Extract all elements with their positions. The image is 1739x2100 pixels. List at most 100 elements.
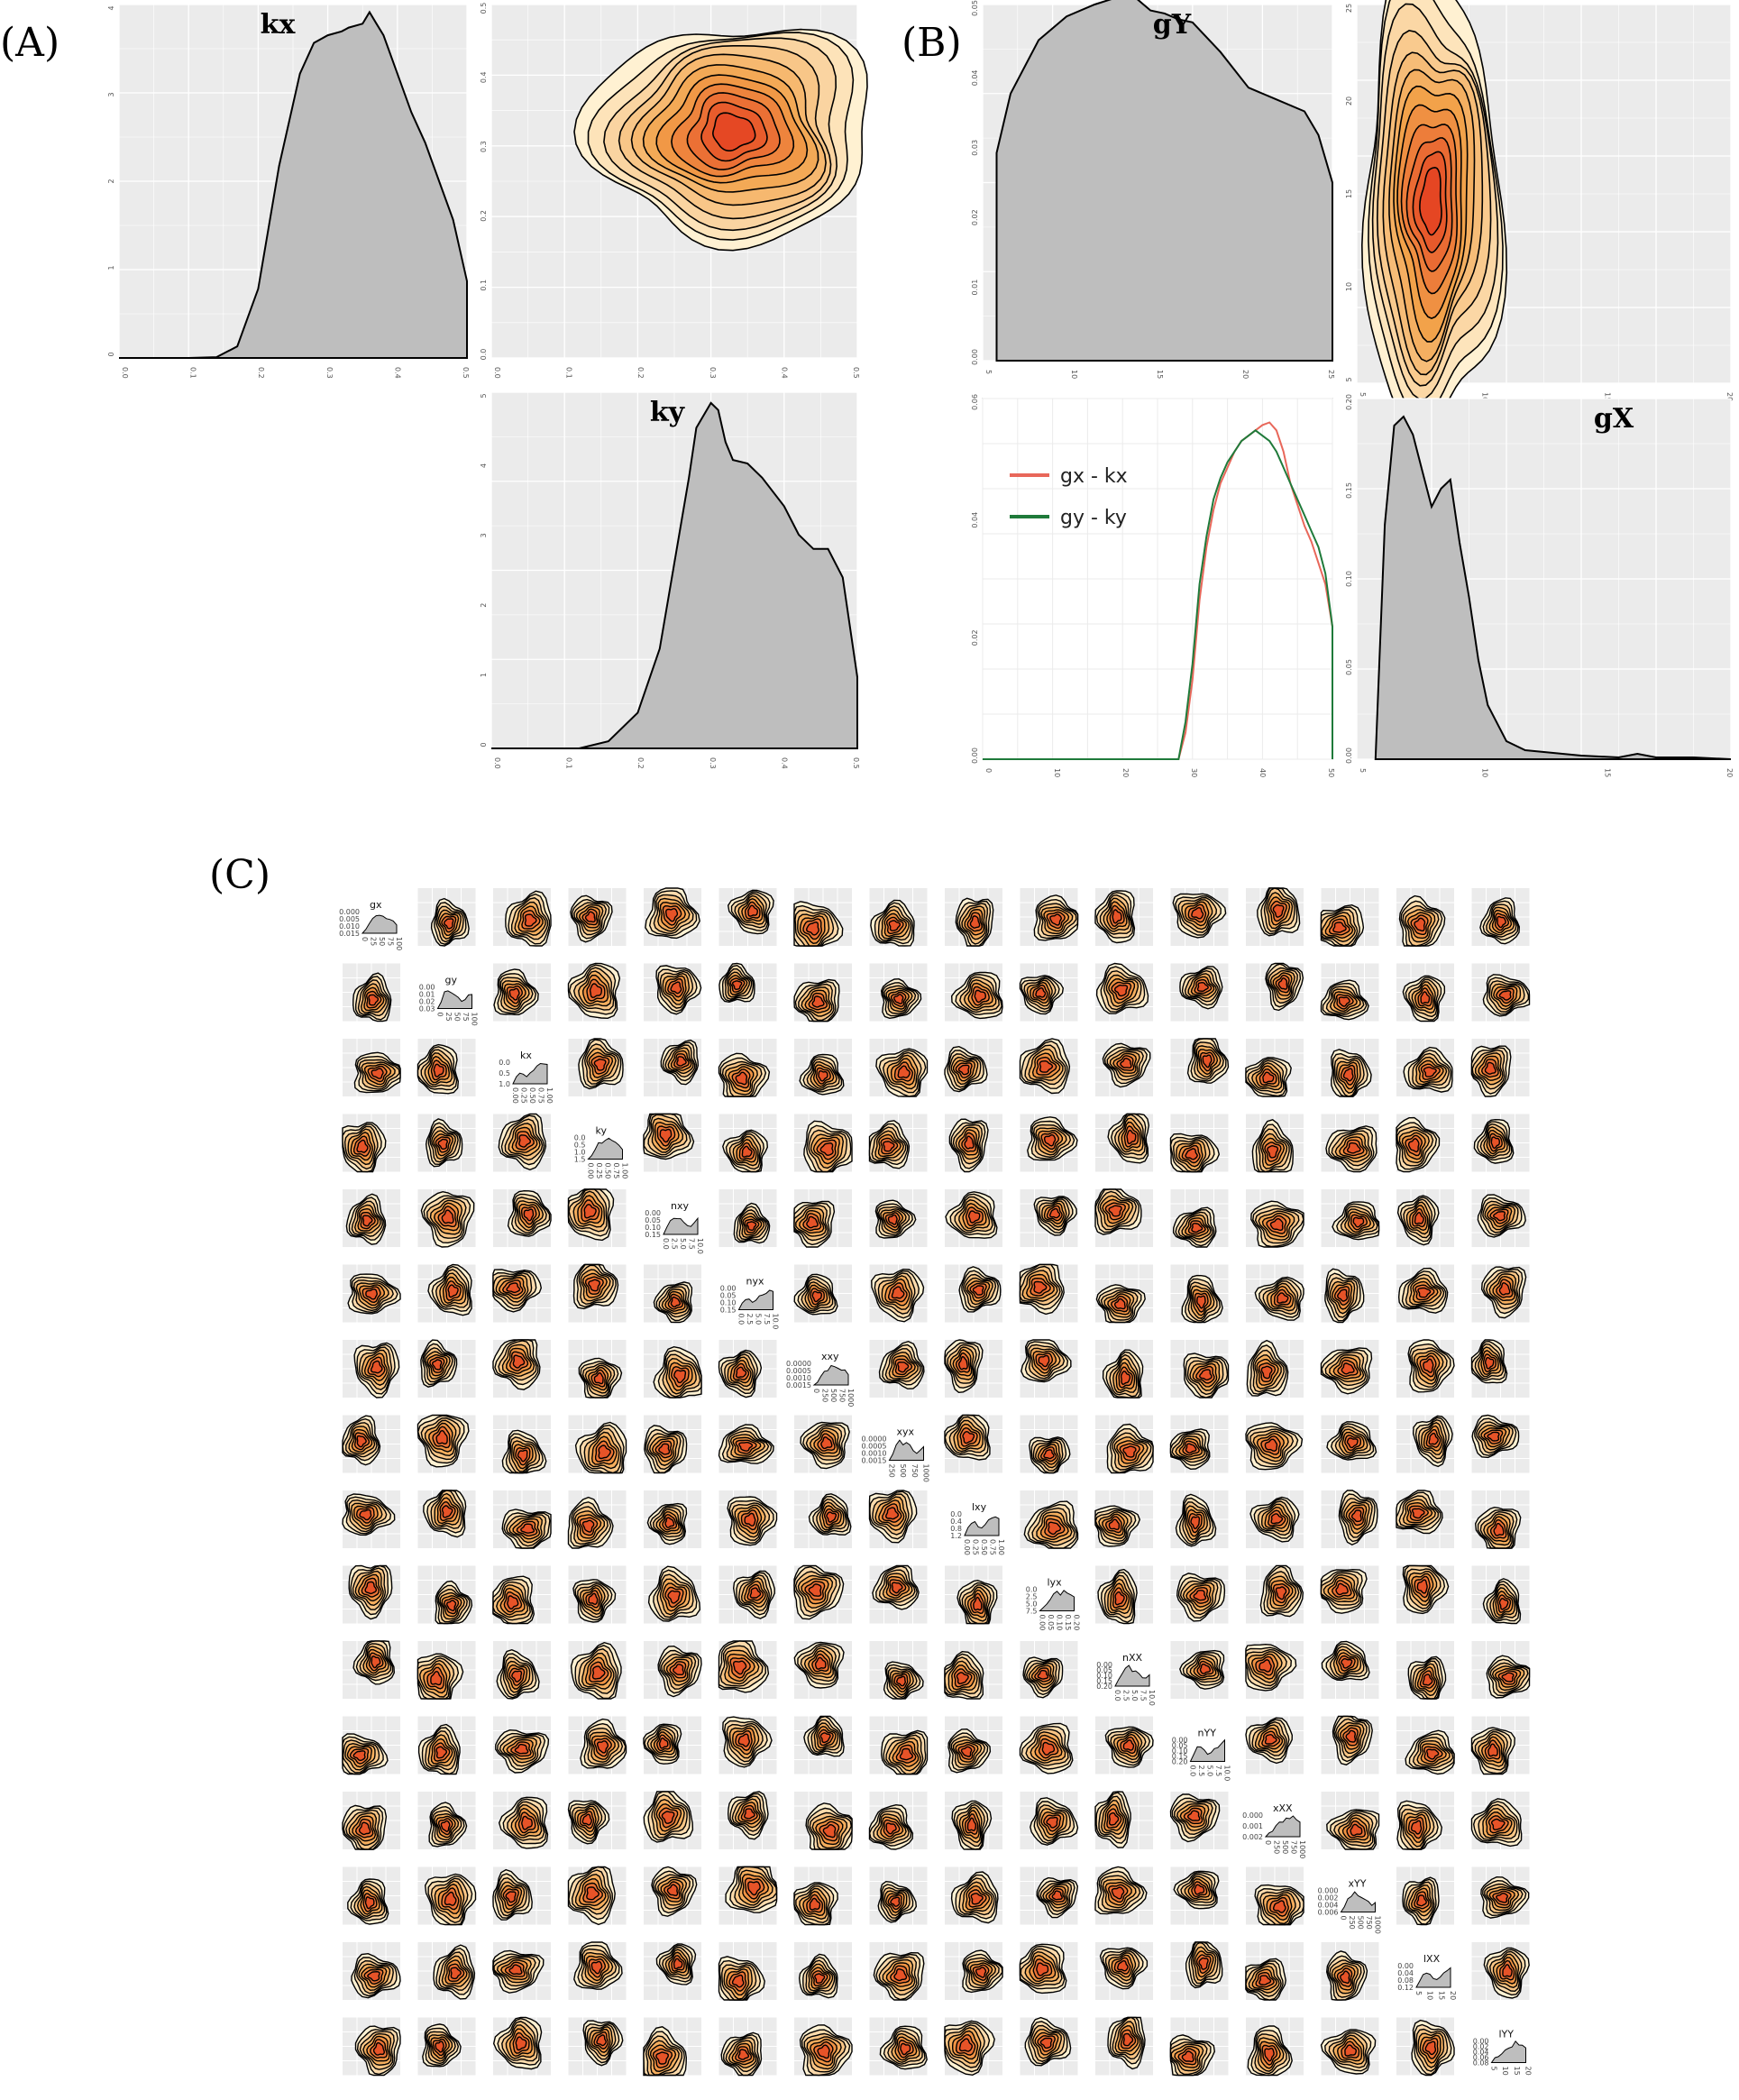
matrix-y-tick-label: 0.04	[1473, 2049, 1489, 2057]
matrix-contour-cell	[1246, 887, 1304, 946]
matrix-contour-level	[1417, 1287, 1432, 1298]
matrix-contour-level	[957, 1355, 968, 1371]
matrix-contour-level	[507, 1595, 519, 1610]
matrix-contour-cell	[343, 2017, 401, 2077]
matrix-contour-level	[1193, 1590, 1207, 1601]
matrix-contour-level	[814, 1973, 826, 1985]
matrix-contour-cell	[343, 1942, 401, 2000]
chart-kx-ky-contour-y-tick-label: 0.4	[480, 71, 488, 83]
matrix-density-area	[587, 1137, 623, 1160]
matrix-y-tick-label: 0.04	[1397, 1969, 1414, 1977]
matrix-contour-level	[747, 904, 759, 917]
matrix-x-tick-label: 7.5	[688, 1238, 696, 1250]
matrix-variable-label: ky	[596, 1125, 608, 1137]
matrix-y-tick-label: 7.5	[1026, 1608, 1038, 1616]
matrix-contour-level	[1487, 1743, 1498, 1757]
matrix-contour-cell	[1170, 1565, 1229, 1624]
matrix-contour-level	[673, 1958, 683, 1970]
matrix-contour-cell	[1095, 1113, 1153, 1172]
chart-ky-x-tick-label: 0.0	[493, 757, 501, 769]
matrix-contour-level	[735, 1366, 747, 1379]
matrix-x-tick-label: 0	[812, 1389, 820, 1393]
matrix-contour-cell	[644, 887, 701, 946]
matrix-contour-level	[1346, 1437, 1359, 1449]
matrix-x-tick-label: 5.0	[679, 1238, 687, 1250]
matrix-x-tick-label: 10	[1501, 2067, 1509, 2076]
matrix-contour-level	[890, 1896, 901, 1907]
matrix-x-tick-label: 500	[899, 1464, 907, 1478]
matrix-x-tick-label: 750	[838, 1389, 847, 1402]
matrix-x-tick-label: 5.0	[1206, 1765, 1214, 1777]
matrix-x-tick-label: 250	[1273, 1840, 1281, 1854]
chart-kx-title: kx	[261, 9, 297, 41]
matrix-contour-cell	[568, 1941, 627, 2000]
matrix-contour-cell	[1170, 963, 1229, 1022]
chart-gX-gY-contour-x-tick-label: 5	[1359, 392, 1367, 397]
matrix-contour-cell	[568, 1641, 627, 1700]
matrix-contour-level	[1338, 996, 1350, 1007]
matrix-contour-level	[1425, 1748, 1440, 1760]
matrix-y-tick-label: 0.0015	[862, 1457, 887, 1465]
matrix-contour-cell	[492, 1264, 551, 1323]
matrix-x-tick-label: 0.50	[528, 1087, 536, 1104]
matrix-variable-label: xYY	[1349, 1878, 1367, 1890]
matrix-variable-label: lyx	[1048, 1577, 1063, 1589]
matrix-y-tick-label: 0.20	[1096, 1683, 1112, 1691]
matrix-contour-level	[1262, 1071, 1275, 1084]
matrix-contour-cell	[417, 1490, 476, 1548]
matrix-x-tick-label: 0.25	[520, 1087, 528, 1104]
matrix-contour-level	[1272, 1900, 1286, 1913]
matrix-contour-cell	[1020, 1339, 1078, 1398]
matrix-contour-cell	[1095, 1716, 1154, 1774]
matrix-contour-cell	[1471, 1641, 1531, 1699]
matrix-contour-level	[1414, 1211, 1424, 1224]
matrix-contour-cell	[1321, 1415, 1379, 1473]
matrix-x-tick-label: 100	[471, 1013, 479, 1026]
matrix-contour-level	[364, 1896, 375, 1910]
chart-gY-y-tick-label: 0.03	[971, 140, 979, 156]
matrix-contour-level	[1108, 1811, 1120, 1826]
matrix-contour-level	[1496, 1892, 1508, 1903]
matrix-y-tick-label: 0.0	[950, 1510, 962, 1518]
matrix-diagonal-cell: lyx 7.55.02.50.0 0.00 0.05 0.10 0.15 0.20	[1026, 1577, 1081, 1631]
matrix-contour-level	[1270, 1513, 1284, 1525]
chart-gY-y-tick-label: 0.00	[971, 349, 979, 365]
matrix-contour-cell	[493, 1415, 551, 1474]
matrix-diagonal-cell: lYY 0.080.060.040.020.00 5 10 15 20	[1473, 2029, 1533, 2076]
matrix-y-tick-label: 0.20	[1172, 1758, 1188, 1766]
matrix-contour-cell	[1396, 1189, 1454, 1247]
matrix-contour-cell	[1020, 1189, 1078, 1247]
matrix-contour-level	[1260, 1365, 1273, 1380]
matrix-contour-level	[1043, 1133, 1057, 1147]
matrix-x-tick-label: 0.00	[1039, 1615, 1047, 1631]
matrix-contour-level	[1049, 1207, 1061, 1219]
matrix-contour-level	[506, 1282, 521, 1294]
matrix-contour-cell	[869, 2017, 928, 2076]
matrix-contour-level	[882, 1141, 895, 1152]
matrix-contour-cell	[1020, 1866, 1079, 1925]
matrix-contour-level	[435, 1746, 448, 1759]
chart-kx-ky-contour-y-tick-label: 0.0	[480, 349, 488, 361]
matrix-contour-cell	[794, 2017, 853, 2077]
matrix-contour-cell	[568, 1038, 627, 1096]
matrix-y-tick-label: 0.00	[1096, 1661, 1112, 1669]
matrix-contour-level	[658, 1443, 671, 1455]
matrix-contour-cell	[416, 1641, 476, 1700]
matrix-y-tick-label: 1.2	[950, 1532, 962, 1540]
matrix-contour-level	[514, 1744, 529, 1755]
matrix-variable-label: xxy	[821, 1351, 839, 1362]
matrix-x-tick-label: 0.75	[537, 1087, 545, 1104]
matrix-contour-level	[962, 1430, 975, 1444]
matrix-y-tick-label: 0.00	[1172, 1737, 1188, 1745]
matrix-y-tick-label: 0.001	[1242, 1822, 1263, 1830]
matrix-contour-level	[664, 907, 679, 922]
matrix-contour-level	[819, 1732, 831, 1744]
matrix-contour-level	[508, 987, 520, 1001]
matrix-contour-level	[1493, 1523, 1505, 1536]
matrix-y-tick-label: 0.0005	[862, 1443, 887, 1451]
matrix-y-tick-label: 0.002	[1318, 1894, 1339, 1903]
matrix-x-tick-label: 0.0	[1189, 1765, 1197, 1777]
matrix-contour-cell	[1471, 1189, 1530, 1247]
panel-label-a: (A)	[0, 20, 59, 66]
matrix-contour-cell	[794, 1415, 852, 1473]
